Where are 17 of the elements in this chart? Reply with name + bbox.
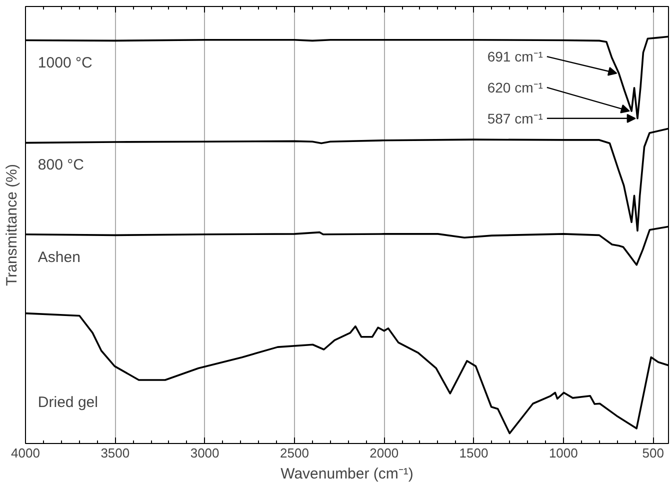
x-tick-label: 3500	[100, 446, 130, 460]
x-tick-label: 1500	[459, 446, 488, 460]
x-tick-label: 3000	[190, 446, 220, 460]
annotation: 620 cm⁻¹	[487, 79, 544, 96]
x-tick-label: 500	[642, 446, 664, 460]
annotation: 691 cm⁻¹	[487, 48, 544, 65]
text: Dried gel	[38, 394, 98, 411]
x-tick-label: 2000	[370, 446, 399, 460]
y-axis-title: Transmittance (%)	[4, 164, 20, 286]
x-axis-title: Wavenumber (cm⁻¹)	[280, 466, 414, 482]
x-tick-label: 4000	[11, 446, 40, 460]
series-label: Ashen	[38, 249, 80, 266]
series-label: 800 °C	[38, 156, 84, 174]
x-tick-label: 2500	[280, 446, 309, 460]
x-tick-label: 1000	[548, 446, 578, 460]
annotation: 587 cm⁻¹	[487, 110, 544, 126]
series-label: 1000 °C	[38, 54, 92, 72]
